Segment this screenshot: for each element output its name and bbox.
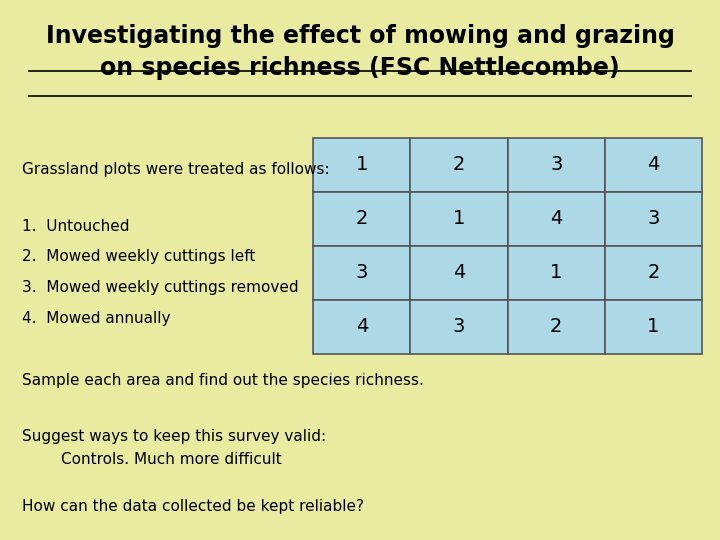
- Text: 3.  Mowed weekly cuttings removed: 3. Mowed weekly cuttings removed: [22, 280, 298, 295]
- Text: 3: 3: [647, 209, 660, 228]
- FancyBboxPatch shape: [313, 246, 410, 300]
- FancyBboxPatch shape: [605, 138, 702, 192]
- Text: 1.  Untouched: 1. Untouched: [22, 219, 129, 234]
- FancyBboxPatch shape: [410, 138, 508, 192]
- FancyBboxPatch shape: [410, 300, 508, 354]
- Text: Investigating the effect of mowing and grazing
on species richness (FSC Nettleco: Investigating the effect of mowing and g…: [45, 24, 675, 80]
- Text: 1: 1: [647, 317, 660, 336]
- Text: 4: 4: [550, 209, 562, 228]
- FancyBboxPatch shape: [313, 300, 410, 354]
- FancyBboxPatch shape: [313, 192, 410, 246]
- Text: 2: 2: [647, 263, 660, 282]
- FancyBboxPatch shape: [313, 138, 410, 192]
- FancyBboxPatch shape: [508, 138, 605, 192]
- Text: 2.  Mowed weekly cuttings left: 2. Mowed weekly cuttings left: [22, 249, 255, 265]
- FancyBboxPatch shape: [605, 246, 702, 300]
- Text: 2: 2: [356, 209, 368, 228]
- FancyBboxPatch shape: [508, 300, 605, 354]
- Text: 4: 4: [453, 263, 465, 282]
- FancyBboxPatch shape: [410, 192, 508, 246]
- FancyBboxPatch shape: [410, 246, 508, 300]
- Text: 2: 2: [453, 155, 465, 174]
- FancyBboxPatch shape: [508, 246, 605, 300]
- Text: 1: 1: [453, 209, 465, 228]
- Text: 4: 4: [356, 317, 368, 336]
- Text: 4.  Mowed annually: 4. Mowed annually: [22, 311, 170, 326]
- Text: 3: 3: [453, 317, 465, 336]
- FancyBboxPatch shape: [605, 192, 702, 246]
- Text: 1: 1: [356, 155, 368, 174]
- Text: 2: 2: [550, 317, 562, 336]
- Text: 4: 4: [647, 155, 660, 174]
- FancyBboxPatch shape: [605, 300, 702, 354]
- Text: 3: 3: [550, 155, 562, 174]
- Text: How can the data collected be kept reliable?: How can the data collected be kept relia…: [22, 500, 364, 515]
- Text: 3: 3: [356, 263, 368, 282]
- FancyBboxPatch shape: [508, 192, 605, 246]
- Text: 1: 1: [550, 263, 562, 282]
- Text: Grassland plots were treated as follows:: Grassland plots were treated as follows:: [22, 162, 329, 177]
- Text: Sample each area and find out the species richness.: Sample each area and find out the specie…: [22, 373, 423, 388]
- Text: Suggest ways to keep this survey valid:
        Controls. Much more difficult: Suggest ways to keep this survey valid: …: [22, 429, 325, 467]
